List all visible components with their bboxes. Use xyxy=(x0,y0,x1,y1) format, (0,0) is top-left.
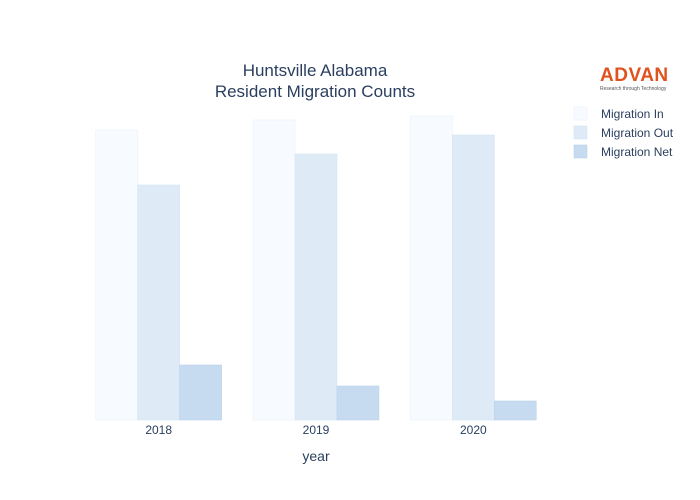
bar-migration-out-2018 xyxy=(137,184,180,421)
x-tick-label-2018: 2018 xyxy=(145,423,172,437)
bar-migration-out-2019 xyxy=(294,153,338,421)
legend-label-migration-out[interactable]: Migration Out xyxy=(601,126,674,140)
x-axis-ticks: 2018 2019 2020 xyxy=(145,423,487,437)
legend-label-migration-in[interactable]: Migration In xyxy=(601,107,664,121)
chart-title-line-1: Huntsville Alabama xyxy=(243,61,388,80)
bar-migration-in-2020 xyxy=(410,115,453,421)
bar-migration-net-2020 xyxy=(494,400,537,421)
bar-migration-net-2018 xyxy=(179,364,222,421)
x-tick-label-2019: 2019 xyxy=(303,423,330,437)
bar-migration-out-2020 xyxy=(452,134,495,421)
legend: Migration In Migration Out Migration Net xyxy=(573,106,674,159)
x-tick-label-2020: 2020 xyxy=(460,423,487,437)
logo-tagline: Research through Technology xyxy=(600,86,667,92)
x-axis-title: year xyxy=(302,448,330,464)
chart-title-line-2: Resident Migration Counts xyxy=(215,82,415,101)
legend-swatch-migration-in[interactable] xyxy=(573,106,588,121)
bar-migration-in-2019 xyxy=(252,119,296,421)
legend-swatch-migration-out[interactable] xyxy=(573,125,588,140)
legend-swatch-migration-net[interactable] xyxy=(573,144,588,159)
bar-migration-in-2018 xyxy=(95,129,138,421)
bar-migration-net-2019 xyxy=(336,385,380,421)
bars-group xyxy=(95,115,537,421)
logo-wordmark: ADVAN xyxy=(600,65,669,86)
legend-label-migration-net[interactable]: Migration Net xyxy=(601,145,673,159)
advan-logo: ADVAN Research through Technology xyxy=(600,66,680,92)
